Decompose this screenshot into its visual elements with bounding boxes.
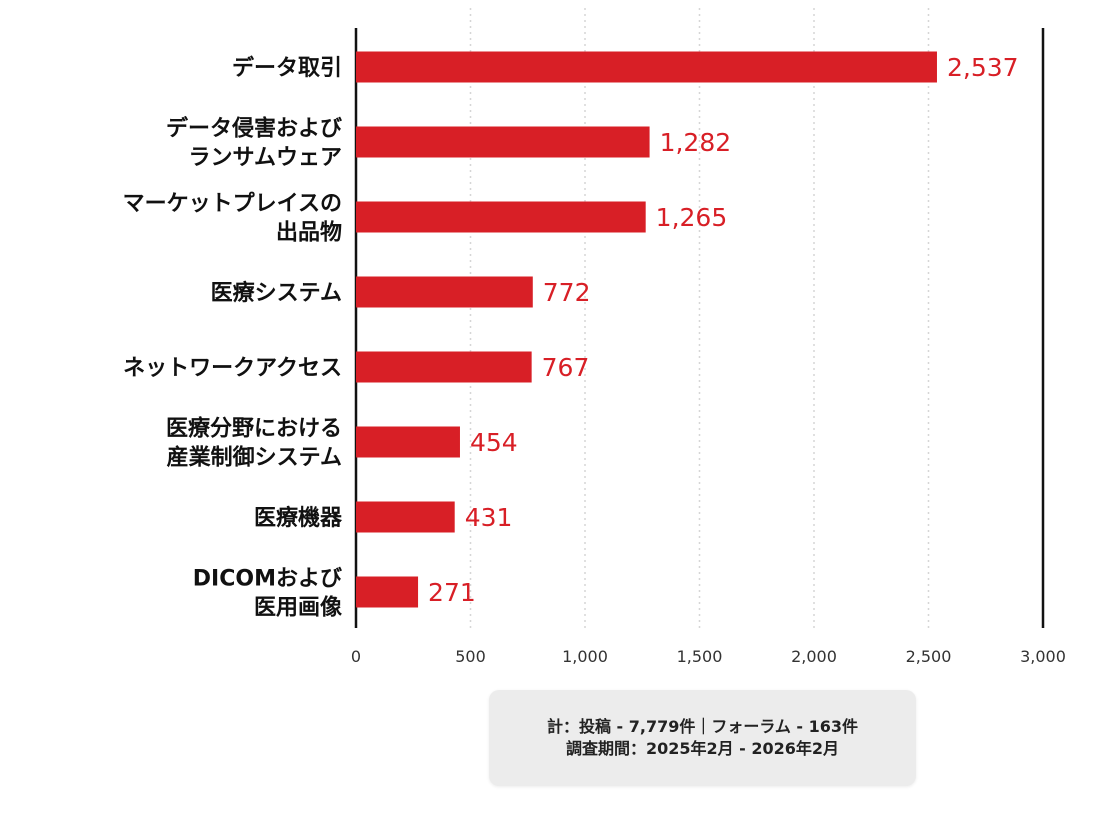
summary-note-line-2: 調査期間：2025年2月 - 2026年2月 (565, 739, 840, 758)
value-label-0: 2,537 (947, 53, 1019, 82)
value-label-7: 271 (428, 578, 476, 607)
summary-note-line-1: 計：投稿 - 7,779件｜フォーラム - 163件 (546, 717, 859, 736)
bar-5 (356, 426, 460, 458)
x-tick-label-3: 1,500 (677, 647, 723, 666)
bar-4 (356, 351, 532, 383)
x-tick-label-5: 2,500 (906, 647, 952, 666)
value-label-1: 1,282 (660, 128, 732, 157)
value-label-6: 431 (465, 503, 513, 532)
category-label-2-1: 出品物 (276, 220, 342, 246)
bar-3 (356, 276, 533, 308)
bar-2 (356, 201, 646, 233)
x-tick-label-4: 2,000 (791, 647, 837, 666)
value-label-5: 454 (470, 428, 518, 457)
bar-6 (356, 501, 455, 533)
value-label-4: 767 (542, 353, 590, 382)
summary-note-box: 計：投稿 - 7,779件｜フォーラム - 163件 調査期間：2025年2月 … (489, 690, 916, 786)
category-label-1-1: ランサムウェア (188, 146, 342, 171)
category-label-2-0: マーケットプレイスの (123, 192, 342, 217)
bar-1 (356, 126, 650, 158)
x-tick-label-6: 3,000 (1020, 647, 1066, 666)
bar-7 (356, 576, 419, 608)
bar-0 (356, 51, 937, 83)
x-tick-label-1: 500 (455, 647, 486, 666)
x-tick-label-0: 0 (351, 647, 361, 666)
x-tick-label-2: 1,000 (562, 647, 608, 666)
value-label-2: 1,265 (656, 203, 728, 232)
category-label-4-0: ネットワークアクセス (123, 356, 342, 381)
category-label-5-1: 産業制御システム (167, 445, 342, 471)
category-label-0-0: データ取引 (232, 55, 342, 81)
category-label-6-0: 医療機器 (254, 505, 343, 531)
category-label-3-0: 医療システム (211, 280, 342, 306)
category-label-7-0: DICOMおよび (193, 567, 342, 592)
value-label-3: 772 (543, 278, 591, 307)
category-label-7-1: 医用画像 (254, 595, 343, 621)
category-label-5-0: 医療分野における (166, 416, 342, 442)
category-label-1-0: データ侵害および (166, 116, 342, 142)
